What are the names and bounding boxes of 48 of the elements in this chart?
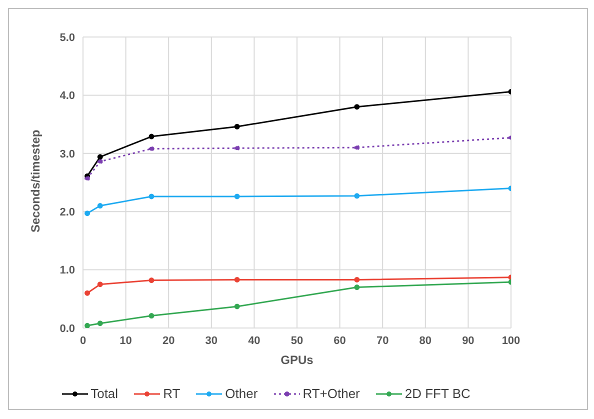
- y-tick-label: 3.0: [60, 148, 75, 160]
- point: [84, 210, 90, 216]
- point: [148, 278, 154, 284]
- point: [148, 134, 154, 140]
- point: [148, 313, 154, 319]
- point: [97, 203, 103, 209]
- x-tick-label: 30: [205, 334, 218, 347]
- x-tick-label: 70: [376, 334, 389, 347]
- x-tick-label: 20: [162, 334, 175, 347]
- x-tick-label: 80: [419, 334, 432, 347]
- point: [148, 194, 154, 200]
- x-tick-label: 90: [462, 334, 474, 347]
- point: [97, 282, 103, 288]
- point: [97, 320, 103, 326]
- point: [234, 145, 240, 151]
- point: [84, 290, 90, 296]
- x-tick-label: 0: [80, 334, 86, 347]
- y-axis-title: Seconds/timestep: [28, 130, 42, 232]
- x-tick-label: 50: [290, 334, 304, 347]
- x-tick-label: 40: [248, 334, 260, 347]
- y-tick-label: 1.0: [60, 264, 75, 277]
- y-tick-label: 5.0: [60, 32, 75, 44]
- point: [354, 144, 360, 150]
- point: [97, 154, 103, 160]
- legend-label: Total: [90, 386, 118, 401]
- point: [234, 124, 240, 130]
- legend-label: RT: [163, 386, 180, 401]
- point: [234, 304, 240, 310]
- legend-label: Other: [225, 386, 258, 401]
- point: [84, 322, 90, 328]
- x-tick-label: 60: [334, 334, 346, 347]
- point: [354, 193, 360, 199]
- point: [84, 176, 90, 182]
- x-tick-label: 10: [120, 334, 132, 347]
- x-tick-label: 100: [502, 334, 520, 347]
- point: [354, 284, 360, 290]
- x-axis-title: GPUs: [280, 353, 314, 367]
- legend-label: 2D FFT BC: [404, 386, 470, 401]
- y-tick-label: 4.0: [60, 90, 75, 102]
- point: [354, 276, 360, 282]
- point: [234, 194, 240, 200]
- y-tick-label: 2.0: [60, 206, 75, 219]
- point: [97, 158, 103, 164]
- point: [234, 276, 240, 282]
- legend-label: RT+Other: [302, 386, 360, 401]
- y-tick-label: 0.0: [60, 322, 75, 335]
- point: [354, 104, 360, 110]
- point: [148, 146, 154, 152]
